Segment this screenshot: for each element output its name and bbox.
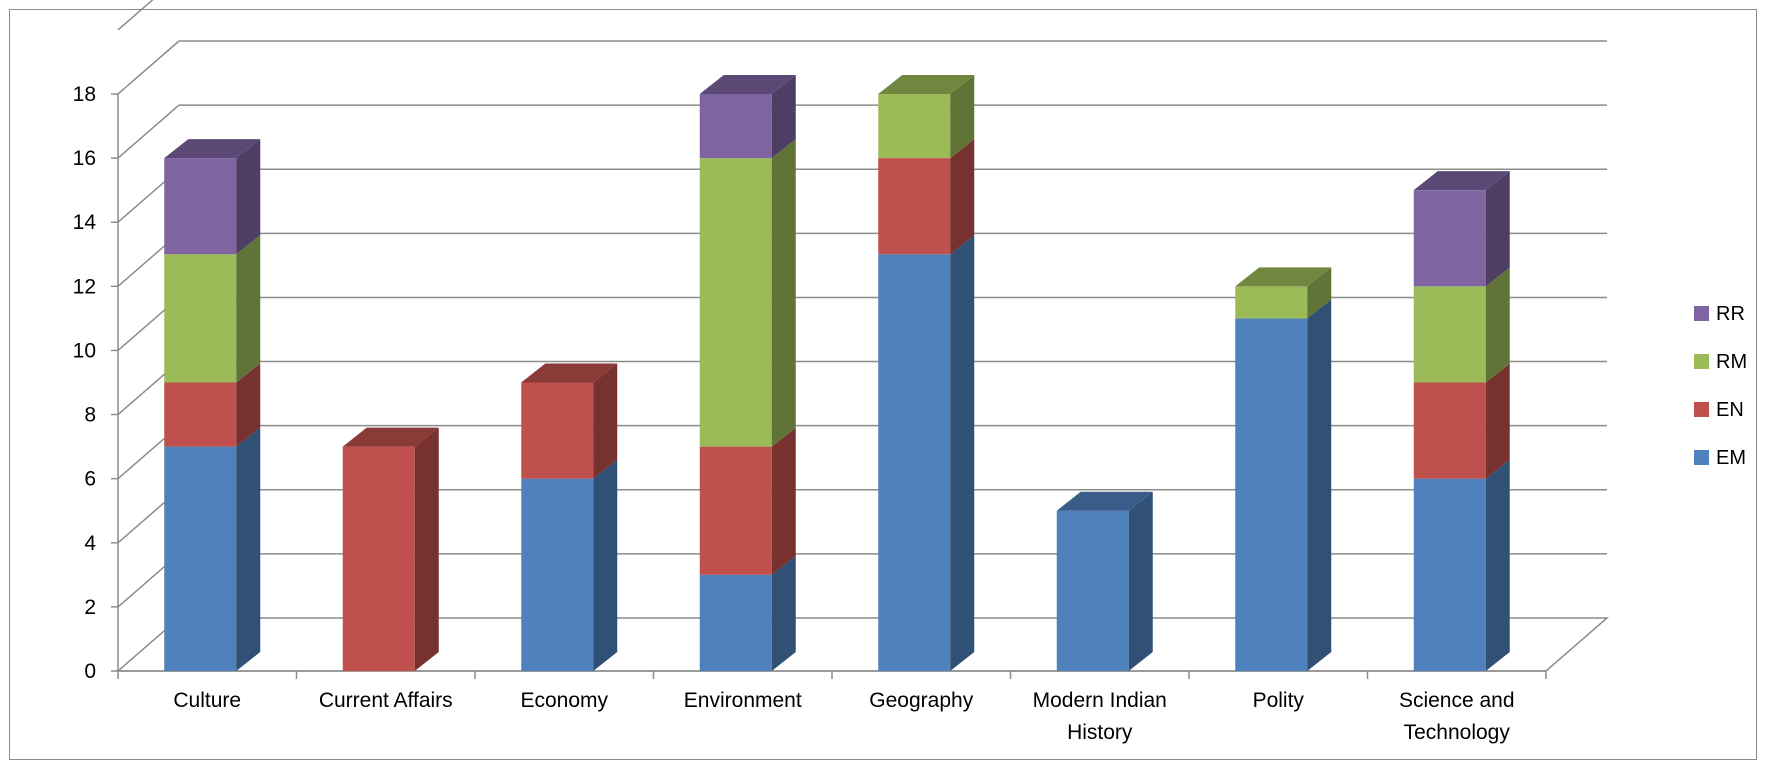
bar-em — [699, 574, 772, 671]
bar-en-side — [950, 139, 975, 255]
y-tick-label: 2 — [84, 596, 96, 619]
bar-rm-side — [1307, 267, 1332, 319]
bar-rm-top — [878, 75, 975, 94]
bar-em-side — [950, 235, 975, 671]
x-tick-label: Environment — [684, 689, 802, 712]
bar-en-side — [414, 427, 439, 671]
bar-rm — [699, 158, 772, 447]
y-tick-label: 6 — [84, 468, 96, 491]
bar-en-top — [342, 427, 439, 447]
bar-rm-side — [236, 235, 261, 383]
bar-rm-side — [1485, 267, 1510, 383]
bar-en — [1413, 382, 1486, 479]
y-tick-label: 18 — [73, 83, 96, 106]
legend-swatch-rr — [1694, 306, 1709, 321]
bar-rm — [878, 94, 951, 159]
bar-rm-side — [771, 139, 796, 447]
y-tick-label: 14 — [73, 211, 97, 234]
y-tick-label: 8 — [84, 404, 96, 427]
y-tick-label: 0 — [84, 660, 96, 683]
bar-rr-side — [236, 139, 261, 255]
bar-em-side — [1307, 299, 1332, 671]
bar-rm — [1413, 286, 1486, 383]
bar-em — [878, 254, 951, 671]
legend-label-en: EN — [1716, 399, 1744, 421]
bar-rr — [164, 158, 237, 255]
y-tick-label: 16 — [73, 147, 96, 170]
bar-en-top — [521, 363, 618, 383]
gridline-side — [117, 0, 154, 31]
x-tick-label: Polity — [1253, 689, 1305, 712]
y-tick-label: 4 — [84, 532, 96, 555]
bar-em — [1235, 318, 1308, 671]
bar-rr-top — [164, 139, 261, 159]
y-tick-label: 12 — [73, 275, 96, 298]
legend-label-rm: RM — [1716, 351, 1747, 373]
x-tick-label: Current Affairs — [319, 689, 453, 712]
bar-em — [1056, 510, 1129, 671]
bar-em-side — [1128, 491, 1153, 671]
bar-rm — [1235, 286, 1308, 319]
bar-em-side — [593, 459, 618, 671]
bar-en-side — [593, 363, 618, 479]
bar-em-top — [1056, 491, 1153, 511]
x-tick-label: Technology — [1404, 721, 1511, 744]
x-tick-label: Geography — [869, 689, 973, 712]
y-tick-label: 10 — [73, 339, 96, 362]
bar-en — [521, 382, 594, 479]
bar-rm-top — [1235, 267, 1332, 287]
bar-en — [699, 446, 772, 575]
bar-em-side — [1485, 459, 1510, 671]
bar-em — [1413, 478, 1486, 671]
bar-rr — [699, 94, 772, 159]
x-tick-label: Culture — [173, 689, 241, 712]
bar-rm — [164, 254, 237, 383]
bar-em-side — [771, 555, 796, 671]
x-tick-label: History — [1067, 721, 1133, 744]
bar-en — [878, 158, 951, 255]
bar-rm-side — [950, 75, 975, 159]
bar-rr-top — [1413, 171, 1510, 191]
legend-swatch-en — [1694, 402, 1709, 417]
bar-em — [521, 478, 594, 671]
bar-en-side — [1485, 363, 1510, 479]
bar-em — [164, 446, 237, 671]
bar-rr-side — [771, 75, 796, 159]
legend-label-rr: RR — [1716, 303, 1745, 325]
gridline-side — [117, 104, 180, 159]
bar-en-side — [771, 427, 796, 575]
bar-rr-top — [699, 75, 796, 94]
legend-swatch-em — [1694, 450, 1709, 465]
x-tick-label: Modern Indian — [1033, 689, 1167, 712]
bar-rr — [1413, 190, 1486, 287]
bar-em-side — [236, 427, 261, 671]
bar-en-side — [236, 363, 261, 447]
chart-floor — [115, 617, 1610, 672]
bar-en — [164, 382, 237, 447]
gridline-side — [117, 40, 180, 95]
bar-en — [342, 446, 415, 671]
x-tick-label: Economy — [520, 689, 608, 712]
legend-swatch-rm — [1694, 354, 1709, 369]
legend-label-em: EM — [1716, 447, 1746, 469]
bar-rr-side — [1485, 171, 1510, 287]
x-tick-label: Science and — [1399, 689, 1515, 712]
